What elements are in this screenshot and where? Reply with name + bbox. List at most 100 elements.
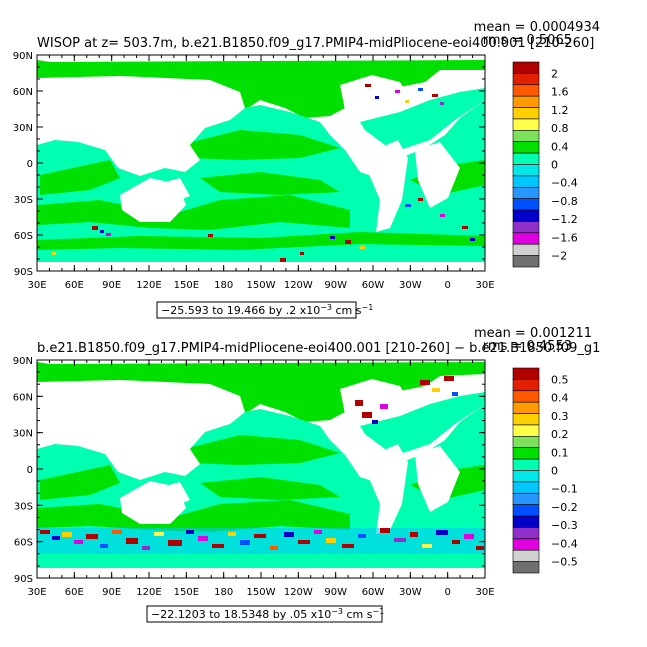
colorbar-swatch [512,73,540,86]
x-tick-label: 0 [444,587,450,598]
x-tick-label: 30E [475,280,494,291]
colorbar-swatch [512,458,540,471]
colorbar-label: 1.6 [551,86,569,99]
x-tick-label: 30E [27,280,46,291]
colorbar-label: −0.1 [551,483,578,496]
y-tick-label: 30S [14,195,33,206]
colorbar-swatch [512,481,540,494]
mean-stat: mean = 0.001211 [474,326,592,341]
x-tick-label: 60E [65,280,84,291]
x-tick-label: 120E [136,280,161,291]
colorbar-label: 2 [551,67,558,80]
svg-text:−25.593 to 19.466 by .2 x10−3: −25.593 to 19.466 by .2 x10−3 cm s−1 [161,303,373,317]
colorbar-swatch [512,118,540,131]
rms-stat: rms = 0.5065 [483,33,572,48]
x-tick-label: 60W [362,587,385,598]
svg-text:−22.1203 to 18.5348 by .05 x10: −22.1203 to 18.5348 by .05 x10−3 cm s−1 [151,607,384,621]
colorbar-swatch [512,232,540,245]
x-tick-label: 180 [214,587,233,598]
colorbar-label: −0.2 [551,501,578,514]
green-bands [37,130,485,250]
y-tick-label: 0 [27,159,33,170]
mean-stat: mean = 0.0004934 [474,20,600,35]
y-tick-label: 90S [14,267,33,278]
x-tick-label: 150W [247,587,276,598]
x-axis: 30E 60E 90E 120E 150E 180 150W 120W 90W 60W 30W 0 30… [27,360,495,598]
colorbar-label: 0.2 [551,428,569,441]
colorbar-swatch [512,84,540,97]
colorbar-swatch [512,436,540,449]
x-tick-label: 30W [399,280,422,291]
colorbar-label: 0.5 [551,373,569,386]
map-field [37,55,485,271]
colorbar-swatch [512,390,540,403]
colorbar-swatch [512,538,540,551]
colorbar-label: −0.3 [551,519,578,532]
colorbar-swatch [512,504,540,517]
colorbar-swatch [512,243,540,256]
colorbar-label: 0 [551,159,558,172]
panel-title: WISOP at z= 503.7m, b.e21.B1850.f09_g17.… [37,36,594,51]
y-tick-label: 0 [27,465,33,476]
noise-patches [52,84,475,262]
colorbar-swatch [512,152,540,165]
colorbar-swatch [512,95,540,108]
x-tick-label: 120E [136,587,161,598]
colorbar-swatch [512,164,540,177]
rms-stat: rms = 0.4553 [483,339,572,354]
colorbar-label: 0.1 [551,446,569,459]
y-tick-label: 90S [14,574,33,585]
north-atlantic-noise [355,376,458,424]
colorbar-label: 1.2 [551,104,569,117]
x-tick-label: 150E [174,587,199,598]
colorbar-label: −0.8 [551,195,578,208]
y-tick-label: 90N [13,356,33,367]
colorbar-label: 0 [551,465,558,478]
x-tick-label: 120W [284,280,313,291]
colorbar-label: 0.8 [551,122,569,135]
southern-noise-band [37,528,485,554]
x-tick-label: 90E [102,587,121,598]
colorbar-swatch [512,255,540,268]
colorbar-swatch [512,424,540,437]
colorbar-swatch [512,141,540,154]
colorbar-swatch [512,175,540,188]
colorbar-swatch [512,61,540,74]
x-tick-label: 120W [284,587,313,598]
x-tick-label: 60W [362,280,385,291]
y-tick-label: 90N [13,51,33,62]
x-axis: 30E 60E 90E 120E 150E 180 150W 120W 90W 60W 30W 0 30… [27,55,495,291]
colorbar-swatch [512,447,540,460]
y-tick-label: 30N [13,429,33,440]
colorbar: 2 1.6 1.2 0.8 0.4 0 −0.4 −0.8 −1.2 −1.6 −2 [512,61,578,268]
colorbar-swatch [512,221,540,234]
colorbar-swatch [512,492,540,505]
x-tick-label: 30W [399,587,422,598]
y-tick-label: 60S [14,538,33,549]
panel-top: WISOP at z= 503.7m, b.e21.B1850.f09_g17.… [13,20,600,319]
colorbar-label: 0.4 [551,140,569,153]
colorbar-label: 0.3 [551,410,569,423]
range-caption: −22.1203 to 18.5348 by .05 x10−3 cm s−1 [146,605,384,623]
x-tick-label: 150W [247,280,276,291]
colorbar-label: −1.2 [551,213,578,226]
colorbar-swatch [512,107,540,120]
colorbar-label: −1.6 [551,231,578,244]
x-tick-label: 30E [475,587,494,598]
colorbar-swatch [512,549,540,562]
land-masks [37,75,485,271]
x-tick-label: 60E [65,587,84,598]
colorbar-swatch [512,209,540,222]
x-tick-label: 150E [174,280,199,291]
y-tick-label: 30S [14,501,33,512]
colorbar-swatch [512,130,540,143]
x-tick-label: 90W [324,587,347,598]
land-masks [37,379,485,578]
colorbar-swatch [512,561,540,574]
colorbar-swatch [512,367,540,380]
colorbar-label: −0.5 [551,556,578,569]
colorbar-label: 0.4 [551,392,569,405]
map-field [37,360,485,578]
range-caption: −25.593 to 19.466 by .2 x10−3 cm s−1 [156,301,373,319]
